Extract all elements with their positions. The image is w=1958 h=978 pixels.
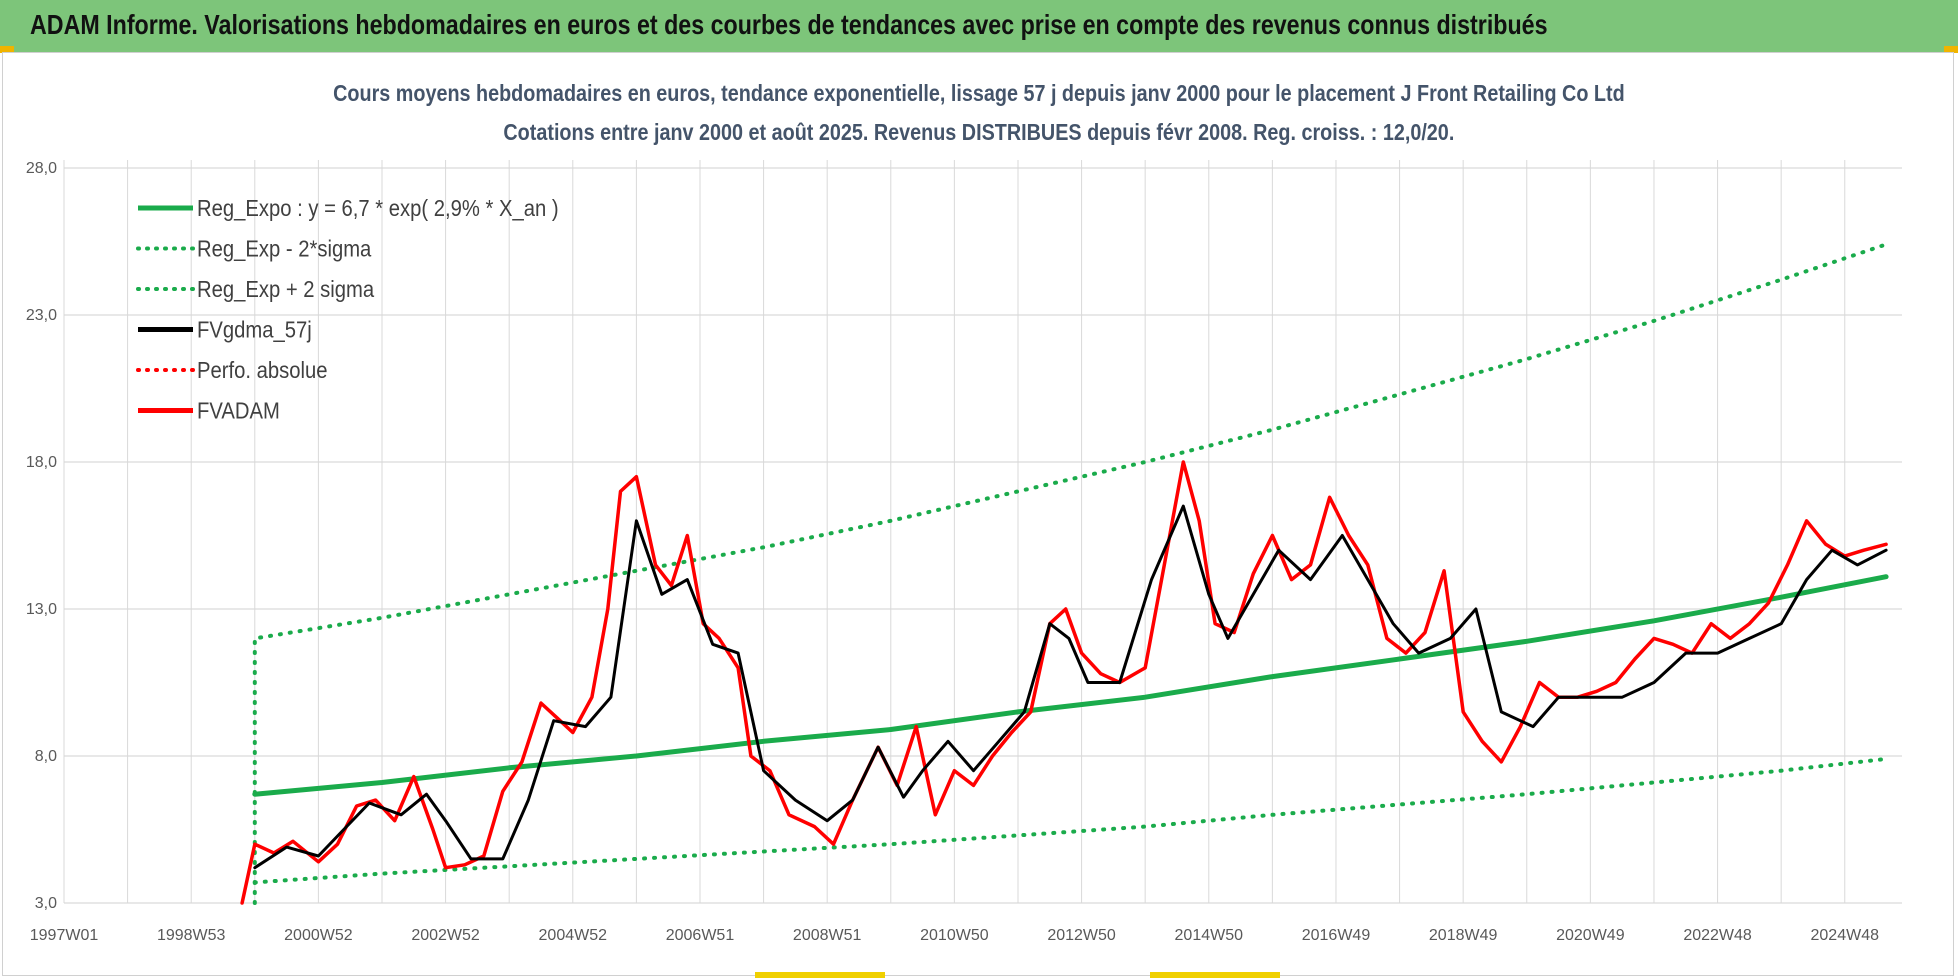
legend-label: Reg_Exp + 2 sigma xyxy=(197,276,375,303)
banner-corner-left xyxy=(0,46,14,53)
y-axis-tick-labels: 28,0 23,0 18,0 13,0 8,0 3,0 xyxy=(26,160,57,912)
legend: Reg_Expo : y = 6,7 * exp( 2,9% * X_an ) R… xyxy=(136,195,559,424)
x-tick-label: 2014W50 xyxy=(1175,927,1244,944)
x-tick-label: 2008W51 xyxy=(793,927,862,944)
banner-corner-right xyxy=(1944,46,1958,53)
chart-subtitle: Cotations entre janv 2000 et août 2025. … xyxy=(503,119,1455,145)
report-banner: ADAM Informe. Valorisations hebdomadaire… xyxy=(0,0,1958,52)
x-tick-label: 2000W52 xyxy=(284,927,353,944)
x-tick-label: 2020W49 xyxy=(1556,927,1625,944)
legend-label: FVgdma_57j xyxy=(197,316,312,343)
grid-lines xyxy=(63,160,1902,904)
x-tick-label: 2012W50 xyxy=(1047,927,1116,944)
x-tick-label: 1998W53 xyxy=(157,927,226,944)
series-reg-exp-2-sigma xyxy=(252,756,1889,885)
y-tick-label: 13,0 xyxy=(26,601,57,618)
legend-label: Perfo. absolue xyxy=(197,357,327,384)
y-tick-label: 8,0 xyxy=(35,748,57,765)
y-tick-label: 28,0 xyxy=(26,160,57,177)
x-tick-label: 2004W52 xyxy=(539,927,608,944)
x-tick-label: 2022W48 xyxy=(1683,927,1752,944)
x-tick-label: 2002W52 xyxy=(411,927,480,944)
report-title: ADAM Informe. Valorisations hebdomadaire… xyxy=(30,9,1548,40)
x-tick-label: 2024W48 xyxy=(1811,927,1880,944)
bottom-accent-2 xyxy=(1150,972,1280,978)
x-tick-label: 2016W49 xyxy=(1302,927,1371,944)
chart-frame xyxy=(2,52,1954,976)
series-fvgdma-57j xyxy=(253,504,1888,870)
legend-label: Reg_Exp - 2*sigma xyxy=(197,235,372,262)
series-reg-expo-y-6-7-exp-2-9-x-an xyxy=(252,574,1889,797)
bottom-accent-1 xyxy=(755,972,885,978)
y-tick-label: 3,0 xyxy=(35,895,57,912)
legend-label: Reg_Expo : y = 6,7 * exp( 2,9% * X_an ) xyxy=(197,195,559,222)
series-reg-exp-2-sigma xyxy=(252,242,1889,905)
x-tick-label: 2010W50 xyxy=(920,927,989,944)
y-tick-label: 23,0 xyxy=(26,307,57,324)
series-fvadam xyxy=(240,460,1888,905)
x-axis-tick-labels: 1997W01 1998W53 2000W52 2002W52 2004W52 2006W… xyxy=(30,927,1879,944)
legend-label: FVADAM xyxy=(197,397,280,424)
x-tick-label: 2018W49 xyxy=(1429,927,1498,944)
y-tick-label: 18,0 xyxy=(26,454,57,471)
x-tick-label: 1997W01 xyxy=(30,927,99,944)
x-tick-label: 2006W51 xyxy=(666,927,735,944)
series-lines xyxy=(240,242,1889,905)
chart-title: Cours moyens hebdomadaires en euros, ten… xyxy=(333,80,1625,106)
